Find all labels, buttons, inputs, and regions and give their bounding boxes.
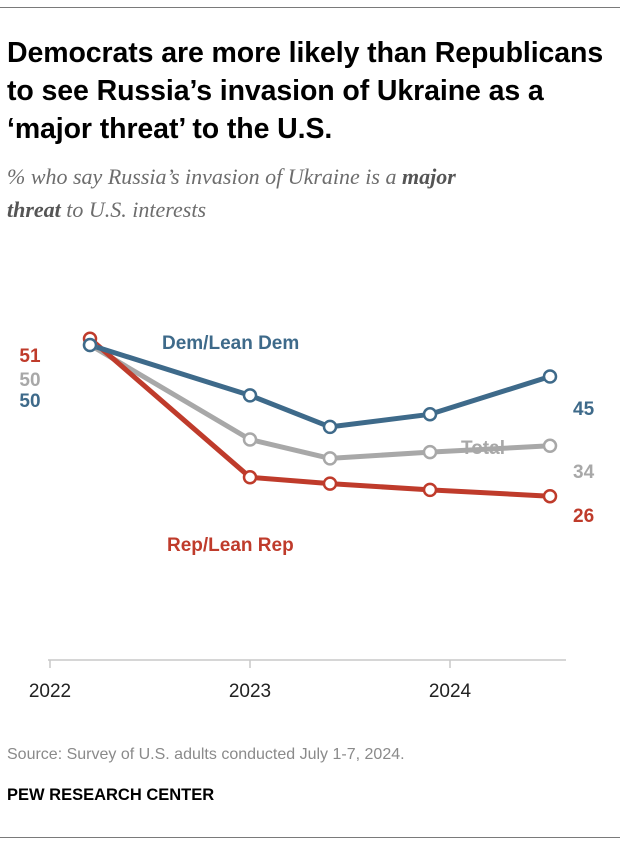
data-point-dem-0 bbox=[82, 337, 98, 353]
data-point-rep-1 bbox=[242, 470, 258, 485]
data-point-total-4 bbox=[542, 438, 558, 454]
data-point-dem-4 bbox=[542, 369, 558, 384]
subtitle-text-end: to U.S. interests bbox=[60, 197, 207, 222]
chart-subtitle: % who say Russia’s invasion of Ukraine i… bbox=[7, 160, 597, 226]
data-point-dem-3 bbox=[422, 407, 438, 422]
x-tick-label-2022: 2022 bbox=[29, 681, 71, 702]
source-note: Source: Survey of U.S. adults conducted … bbox=[7, 746, 405, 763]
data-point-total-3 bbox=[422, 444, 438, 460]
chart-title: Democrats are more likely than Republica… bbox=[7, 37, 604, 145]
end-label-total: 34 bbox=[573, 462, 595, 483]
x-tick-label-2024: 2024 bbox=[429, 681, 472, 702]
top-rule bbox=[0, 7, 620, 8]
series-line-rep bbox=[87, 336, 553, 499]
data-point-rep-4 bbox=[542, 488, 558, 504]
x-tick-label-2023: 2023 bbox=[229, 681, 271, 702]
subtitle-text: % who say Russia’s invasion of Ukraine i… bbox=[7, 164, 402, 189]
subtitle-emphasis-threat: threat bbox=[7, 197, 61, 222]
data-point-total-2 bbox=[322, 451, 338, 466]
bottom-rule bbox=[0, 837, 620, 838]
start-label-dem: 50 bbox=[19, 391, 40, 412]
series-name-rep: Rep/Lean Rep bbox=[167, 535, 294, 556]
subtitle-emphasis-major: major bbox=[401, 164, 456, 189]
data-point-dem-1 bbox=[242, 388, 258, 403]
start-label-rep: 51 bbox=[19, 346, 41, 367]
data-point-total-1 bbox=[242, 432, 258, 447]
label-group: 50 45 50 34 51 26 Dem/Lean Dem Total Rep/Lean Re… bbox=[19, 333, 594, 556]
x-axis: 2022 2023 2024 bbox=[29, 659, 566, 702]
end-label-dem: 45 bbox=[573, 399, 595, 420]
start-label-total: 50 bbox=[19, 370, 40, 391]
series-name-dem: Dem/Lean Dem bbox=[162, 333, 299, 354]
brand-logo-text: PEW RESEARCH CENTER bbox=[7, 786, 215, 804]
end-label-rep: 26 bbox=[573, 506, 594, 527]
data-point-rep-3 bbox=[422, 482, 438, 498]
data-point-rep-2 bbox=[322, 476, 338, 491]
series-group bbox=[82, 331, 558, 504]
data-point-dem-2 bbox=[322, 419, 338, 435]
series-name-total: Total bbox=[461, 438, 505, 459]
line-chart: 2022 2023 2024 50 45 50 34 51 26 Dem/Lean Dem Tot… bbox=[19, 331, 595, 702]
